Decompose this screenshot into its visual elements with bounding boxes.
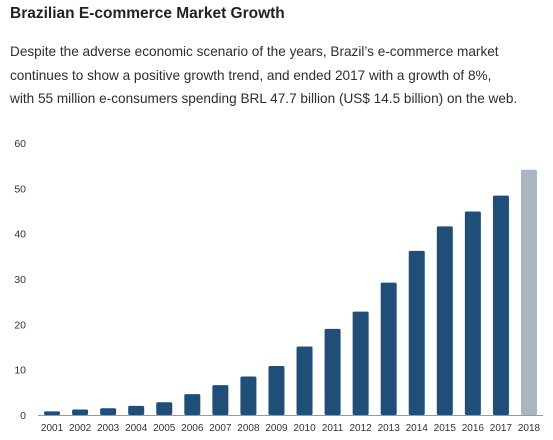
- bar-2009: [268, 366, 285, 415]
- x-tick-label: 2002: [69, 423, 92, 434]
- x-tick-label: 2017: [490, 423, 513, 434]
- bar-2005: [156, 402, 173, 415]
- description-line-1: Despite the adverse economic scenario of…: [10, 44, 499, 59]
- chart-description: Despite the adverse economic scenario of…: [10, 40, 550, 111]
- bar-2010: [296, 346, 313, 415]
- bar-2012: [352, 311, 369, 415]
- y-tick-label: 30: [14, 274, 26, 286]
- description-line-3: with 55 million e-consumers spending BRL…: [10, 91, 518, 106]
- bar-2018: [520, 169, 537, 415]
- x-tick-label: 2011: [322, 423, 344, 434]
- bar-2013: [380, 282, 397, 415]
- x-tick-label: 2005: [153, 423, 176, 434]
- x-tick-label: 2016: [462, 423, 485, 434]
- bar-2007: [212, 385, 229, 415]
- x-tick-label: 2012: [350, 423, 373, 434]
- bar-2015: [436, 226, 453, 415]
- bar-2003: [100, 408, 117, 415]
- bar-2002: [72, 409, 89, 415]
- x-tick-label: 2007: [209, 423, 232, 434]
- x-tick-label: 2008: [237, 423, 260, 434]
- x-tick-label: 2001: [41, 423, 64, 434]
- x-tick-label: 2014: [406, 423, 429, 434]
- x-tick-label: 2004: [125, 423, 148, 434]
- bar-2014: [408, 250, 425, 415]
- chart-title: Brazilian E-commerce Market Growth: [10, 5, 285, 22]
- y-tick-label: 10: [14, 365, 26, 377]
- description-line-2: continues to show a positive growth tren…: [10, 67, 492, 83]
- y-tick-label: 0: [20, 410, 26, 422]
- x-tick-label: 2006: [181, 423, 204, 434]
- y-tick-label: 40: [14, 229, 26, 241]
- x-tick-label: 2013: [378, 423, 401, 434]
- bar-2001: [44, 411, 61, 415]
- bar-2017: [492, 195, 509, 415]
- x-tick-label: 2015: [434, 423, 457, 434]
- bar-2004: [128, 405, 145, 415]
- x-tick-label: 2009: [265, 423, 288, 434]
- bar-2016: [464, 211, 481, 415]
- x-tick-label: 2018: [518, 423, 541, 434]
- y-tick-label: 60: [14, 138, 26, 150]
- x-tick-label: 2010: [293, 423, 316, 434]
- bar-2008: [240, 376, 257, 415]
- x-tick-label: 2003: [97, 423, 120, 434]
- bar-2006: [184, 394, 201, 415]
- y-tick-label: 50: [14, 183, 26, 195]
- bar-2011: [324, 328, 341, 415]
- y-tick-label: 20: [14, 319, 26, 331]
